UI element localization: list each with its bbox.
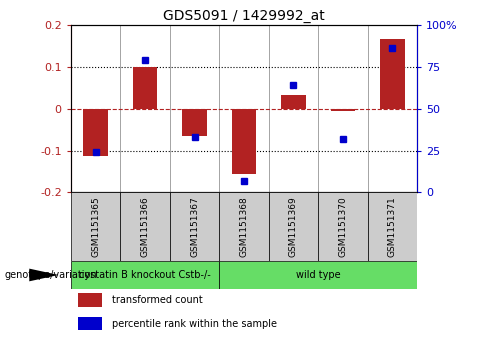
Bar: [133, 67, 157, 109]
Bar: [331, 109, 355, 111]
Bar: [182, 109, 207, 136]
Title: GDS5091 / 1429992_at: GDS5091 / 1429992_at: [163, 9, 325, 23]
Bar: [380, 39, 405, 109]
Text: transformed count: transformed count: [112, 295, 203, 305]
Text: GSM1151367: GSM1151367: [190, 196, 199, 257]
Bar: [269, 192, 318, 261]
Bar: [318, 192, 368, 261]
Text: GSM1151370: GSM1151370: [339, 196, 347, 257]
Text: GSM1151365: GSM1151365: [91, 196, 100, 257]
Polygon shape: [29, 269, 59, 281]
Bar: [219, 261, 417, 289]
Text: cystatin B knockout Cstb-/-: cystatin B knockout Cstb-/-: [79, 270, 211, 280]
Bar: [219, 192, 269, 261]
Bar: [78, 317, 102, 330]
Bar: [281, 95, 306, 109]
Text: wild type: wild type: [296, 270, 341, 280]
Text: percentile rank within the sample: percentile rank within the sample: [112, 318, 277, 329]
Bar: [120, 192, 170, 261]
Bar: [368, 192, 417, 261]
Bar: [71, 261, 219, 289]
Bar: [170, 192, 219, 261]
Bar: [71, 192, 120, 261]
Text: GSM1151366: GSM1151366: [141, 196, 149, 257]
Text: GSM1151368: GSM1151368: [240, 196, 248, 257]
Text: GSM1151371: GSM1151371: [388, 196, 397, 257]
Bar: [83, 109, 108, 156]
Text: genotype/variation: genotype/variation: [5, 270, 98, 280]
Bar: [78, 293, 102, 306]
Text: GSM1151369: GSM1151369: [289, 196, 298, 257]
Bar: [232, 109, 256, 174]
